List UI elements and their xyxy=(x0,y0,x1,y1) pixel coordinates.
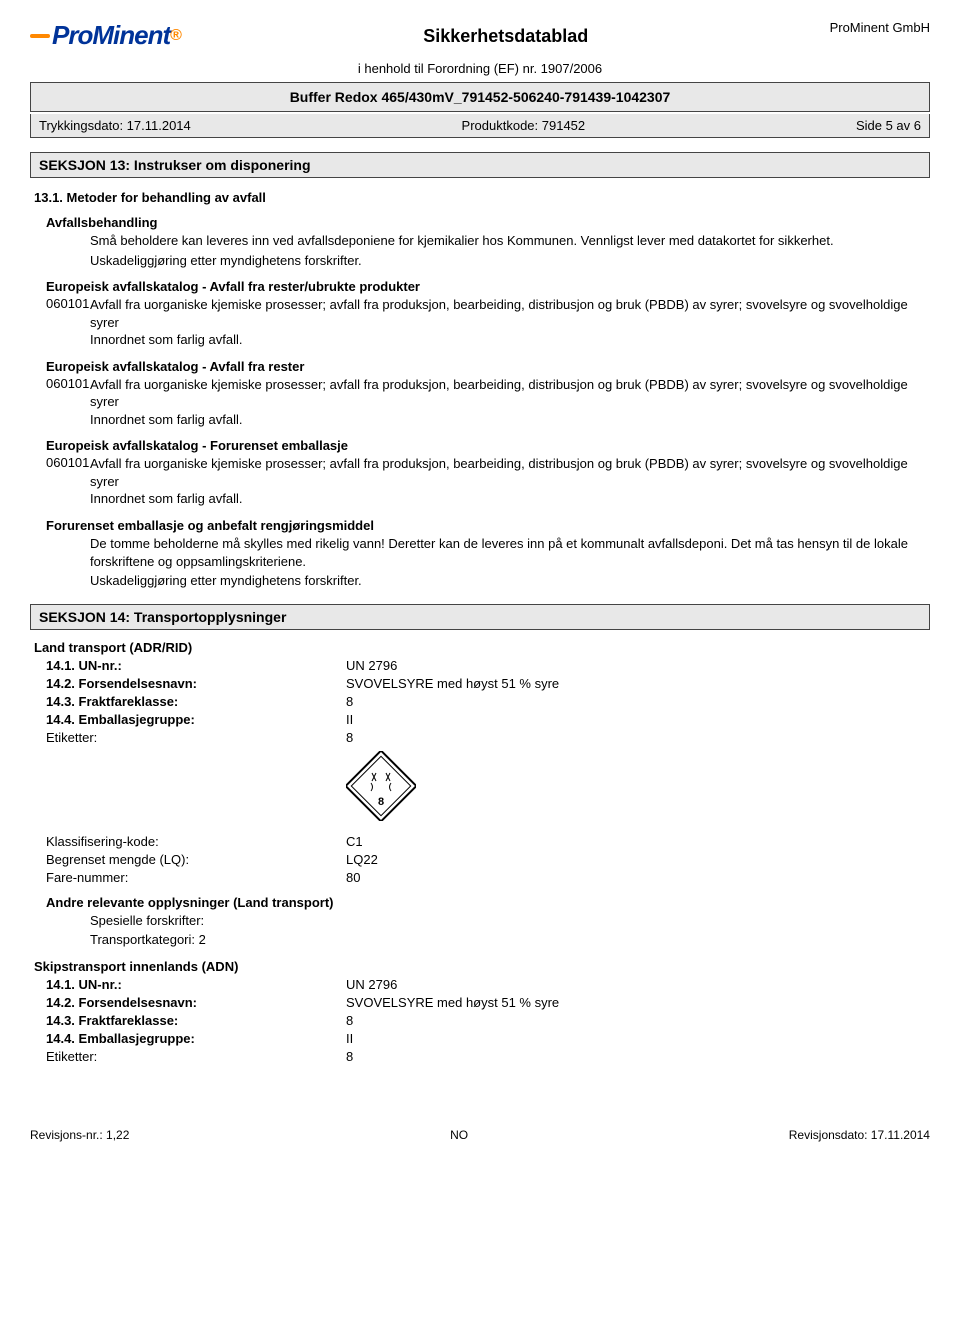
class-code-value: C1 xyxy=(346,834,930,849)
catalog-1-row: 060101 Avfall fra uorganiske kjemiske pr… xyxy=(46,296,930,349)
product-name: Buffer Redox 465/430mV_791452-506240-791… xyxy=(39,89,921,105)
un-nr-row: 14.1. UN-nr.: UN 2796 xyxy=(46,658,930,673)
hazard-diamond-icon: 8 xyxy=(346,751,930,824)
labels-label: Etiketter: xyxy=(46,1049,346,1064)
adn-labels-row: Etiketter: 8 xyxy=(46,1049,930,1064)
packing-group-value: II xyxy=(346,1031,930,1046)
hazard-class-label: 14.3. Fraktfareklasse: xyxy=(46,694,346,709)
page-number: Side 5 av 6 xyxy=(856,118,921,133)
other-info-2: Transportkategori: 2 xyxy=(90,931,930,949)
catalog-2-text: Avfall fra uorganiske kjemiske prosesser… xyxy=(90,376,930,429)
logo-bar-icon xyxy=(30,34,50,38)
waste-handling-text-2: Uskadeliggjøring etter myndighetens fors… xyxy=(90,252,930,270)
revision-number: Revisjons-nr.: 1,22 xyxy=(30,1128,129,1142)
hazard-class-value: 8 xyxy=(346,1013,930,1028)
un-nr-label: 14.1. UN-nr.: xyxy=(46,658,346,673)
regulation-text: i henhold til Forordning (EF) nr. 1907/2… xyxy=(30,61,930,76)
packing-group-value: II xyxy=(346,712,930,727)
un-nr-value: UN 2796 xyxy=(346,658,930,673)
labels-value: 8 xyxy=(346,1049,930,1064)
catalog-code: 060101 xyxy=(46,376,90,429)
shipping-name-value: SVOVELSYRE med høyst 51 % syre xyxy=(346,995,930,1010)
packaging-heading: Forurenset emballasje og anbefalt rengjø… xyxy=(46,518,930,533)
print-date: Trykkingsdato: 17.11.2014 xyxy=(39,118,191,133)
catalog-code: 060101 xyxy=(46,455,90,508)
section-13-title: SEKSJON 13: Instrukser om disponering xyxy=(30,152,930,178)
catalog-text-line2: Innordnet som farlig avfall. xyxy=(90,490,930,508)
packing-group-label: 14.4. Emballasjegruppe: xyxy=(46,1031,346,1046)
catalog-text-line1: Avfall fra uorganiske kjemiske prosesser… xyxy=(90,376,930,411)
hazard-number-label: Fare-nummer: xyxy=(46,870,346,885)
company-name: ProMinent GmbH xyxy=(830,20,930,35)
hazard-number-row: Fare-nummer: 80 xyxy=(46,870,930,885)
logo-text-pro: Pro xyxy=(52,20,92,51)
logo-text-minent: Minent xyxy=(92,20,170,51)
labels-value: 8 xyxy=(346,730,930,745)
catalog-text-line1: Avfall fra uorganiske kjemiske prosesser… xyxy=(90,455,930,490)
catalog-2-heading: Europeisk avfallskatalog - Avfall fra re… xyxy=(46,359,930,374)
product-band: Buffer Redox 465/430mV_791452-506240-791… xyxy=(30,82,930,112)
catalog-3-heading: Europeisk avfallskatalog - Forurenset em… xyxy=(46,438,930,453)
class-code-row: Klassifisering-kode: C1 xyxy=(46,834,930,849)
adn-shipping-name-row: 14.2. Forsendelsesnavn: SVOVELSYRE med h… xyxy=(46,995,930,1010)
inland-ship-heading: Skipstransport innenlands (ADN) xyxy=(34,959,930,974)
header: Pro Minent ® Sikkerhetsdatablad ProMinen… xyxy=(30,20,930,51)
waste-handling-text-1: Små beholdere kan leveres inn ved avfall… xyxy=(90,232,930,250)
waste-handling-heading: Avfallsbehandling xyxy=(46,215,930,230)
adn-packing-group-row: 14.4. Emballasjegruppe: II xyxy=(46,1031,930,1046)
packaging-text-1: De tomme beholderne må skylles med rikel… xyxy=(90,535,930,570)
band-meta-row: Trykkingsdato: 17.11.2014 Produktkode: 7… xyxy=(30,114,930,138)
un-nr-value: UN 2796 xyxy=(346,977,930,992)
packing-group-label: 14.4. Emballasjegruppe: xyxy=(46,712,346,727)
hazard-class-row: 14.3. Fraktfareklasse: 8 xyxy=(46,694,930,709)
catalog-text-line2: Innordnet som farlig avfall. xyxy=(90,331,930,349)
lq-row: Begrenset mengde (LQ): LQ22 xyxy=(46,852,930,867)
shipping-name-label: 14.2. Forsendelsesnavn: xyxy=(46,676,346,691)
catalog-2-row: 060101 Avfall fra uorganiske kjemiske pr… xyxy=(46,376,930,429)
land-transport-heading: Land transport (ADR/RID) xyxy=(34,640,930,655)
hazard-number: 8 xyxy=(378,796,384,808)
labels-row: Etiketter: 8 xyxy=(46,730,930,745)
section-14-title: SEKSJON 14: Transportopplysninger xyxy=(30,604,930,630)
adn-hazard-class-row: 14.3. Fraktfareklasse: 8 xyxy=(46,1013,930,1028)
product-code: Produktkode: 791452 xyxy=(462,118,586,133)
catalog-text-line2: Innordnet som farlig avfall. xyxy=(90,411,930,429)
other-info-heading: Andre relevante opplysninger (Land trans… xyxy=(46,895,930,910)
shipping-name-label: 14.2. Forsendelsesnavn: xyxy=(46,995,346,1010)
catalog-code: 060101 xyxy=(46,296,90,349)
catalog-3-text: Avfall fra uorganiske kjemiske prosesser… xyxy=(90,455,930,508)
catalog-3-row: 060101 Avfall fra uorganiske kjemiske pr… xyxy=(46,455,930,508)
adn-un-nr-row: 14.1. UN-nr.: UN 2796 xyxy=(46,977,930,992)
other-info-1: Spesielle forskrifter: xyxy=(90,912,930,930)
heading-13-1: 13.1. Metoder for behandling av avfall xyxy=(34,190,930,205)
labels-label: Etiketter: xyxy=(46,730,346,745)
catalog-1-heading: Europeisk avfallskatalog - Avfall fra re… xyxy=(46,279,930,294)
logo: Pro Minent ® xyxy=(30,20,182,51)
shipping-name-row: 14.2. Forsendelsesnavn: SVOVELSYRE med h… xyxy=(46,676,930,691)
logo-reg-icon: ® xyxy=(170,27,182,45)
country-code: NO xyxy=(450,1128,468,1142)
lq-value: LQ22 xyxy=(346,852,930,867)
un-nr-label: 14.1. UN-nr.: xyxy=(46,977,346,992)
class-code-label: Klassifisering-kode: xyxy=(46,834,346,849)
catalog-text-line1: Avfall fra uorganiske kjemiske prosesser… xyxy=(90,296,930,331)
hazard-number-value: 80 xyxy=(346,870,930,885)
packaging-text-2: Uskadeliggjøring etter myndighetens fors… xyxy=(90,572,930,590)
catalog-1-text: Avfall fra uorganiske kjemiske prosesser… xyxy=(90,296,930,349)
hazard-class-label: 14.3. Fraktfareklasse: xyxy=(46,1013,346,1028)
packing-group-row: 14.4. Emballasjegruppe: II xyxy=(46,712,930,727)
lq-label: Begrenset mengde (LQ): xyxy=(46,852,346,867)
footer: Revisjons-nr.: 1,22 NO Revisjonsdato: 17… xyxy=(30,1124,930,1142)
shipping-name-value: SVOVELSYRE med høyst 51 % syre xyxy=(346,676,930,691)
hazard-class-value: 8 xyxy=(346,694,930,709)
document-title: Sikkerhetsdatablad xyxy=(423,26,588,47)
revision-date: Revisjonsdato: 17.11.2014 xyxy=(789,1128,930,1142)
